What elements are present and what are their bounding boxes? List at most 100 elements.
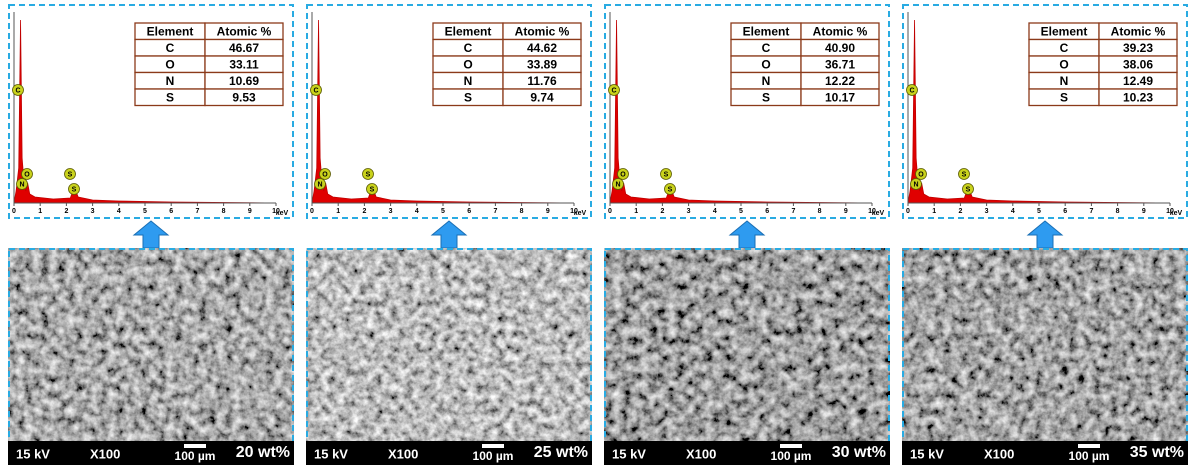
arrow — [134, 221, 168, 248]
peak-label: S — [966, 186, 971, 193]
peak-label: S — [366, 171, 371, 178]
table-value: S — [762, 90, 770, 104]
table-value: 40.90 — [825, 41, 855, 55]
axis-unit: keV — [872, 210, 885, 217]
x-tick-label: 9 — [248, 208, 252, 215]
peak-label: S — [668, 186, 673, 193]
x-tick-label: 0 — [12, 208, 16, 215]
x-tick-label: 3 — [985, 208, 989, 215]
table-value: 33.89 — [527, 57, 557, 71]
table-value: 10.23 — [1123, 90, 1153, 104]
x-tick-label: 4 — [1011, 208, 1015, 215]
table-value: N — [464, 74, 473, 88]
x-tick-label: 7 — [791, 208, 795, 215]
peak-label: S — [664, 171, 669, 178]
table-value: 10.69 — [229, 74, 259, 88]
sem-voltage: 15 kV — [612, 446, 646, 461]
table-value: 9.53 — [232, 90, 256, 104]
table-value: 11.76 — [527, 74, 557, 88]
x-tick-label: 8 — [1116, 208, 1120, 215]
table-value: 12.49 — [1123, 74, 1153, 88]
table-header: Element — [147, 24, 194, 38]
peak-label: O — [322, 171, 328, 178]
table-value: N — [166, 74, 175, 88]
scale-bar — [1078, 444, 1100, 448]
peak-label: S — [68, 171, 73, 178]
x-tick-label: 4 — [117, 208, 121, 215]
x-tick-label: 0 — [310, 208, 314, 215]
x-tick-label: 9 — [844, 208, 848, 215]
sem-magnification: X100 — [388, 446, 418, 461]
table-value: 9.74 — [530, 90, 554, 104]
sem-magnification: X100 — [984, 446, 1014, 461]
x-tick-label: 8 — [222, 208, 226, 215]
x-tick-label: 2 — [64, 208, 68, 215]
x-tick-label: 3 — [687, 208, 691, 215]
x-tick-label: 4 — [713, 208, 717, 215]
x-tick-label: 6 — [169, 208, 173, 215]
peak-label: C — [15, 87, 20, 94]
axis-unit: keV — [574, 210, 587, 217]
sem-scale: 100 µm — [175, 449, 216, 463]
arrow — [432, 221, 466, 248]
table-value: 33.11 — [229, 57, 259, 71]
table-header: Element — [743, 24, 790, 38]
x-tick-label: 3 — [389, 208, 393, 215]
sem-image — [902, 248, 1188, 465]
sem-magnification: X100 — [686, 446, 716, 461]
x-tick-label: 5 — [143, 208, 147, 215]
peak-label: C — [909, 87, 914, 94]
table-header: Atomic % — [217, 24, 272, 38]
peak-label: S — [370, 186, 375, 193]
x-tick-label: 1 — [932, 208, 936, 215]
table-value: S — [464, 90, 472, 104]
x-tick-label: 6 — [467, 208, 471, 215]
axis-unit: keV — [1170, 210, 1183, 217]
table-value: O — [1059, 57, 1068, 71]
table-value: C — [464, 41, 473, 55]
table-value: 10.17 — [825, 90, 855, 104]
table-header: Element — [445, 24, 492, 38]
x-tick-label: 7 — [1089, 208, 1093, 215]
peak-label: N — [615, 181, 620, 188]
panel: 012345678910keVCONSSElementAtomic %C44.6… — [306, 5, 592, 465]
table-header: Atomic % — [515, 24, 570, 38]
scale-bar — [482, 444, 504, 448]
table-header: Atomic % — [813, 24, 868, 38]
table-header: Atomic % — [1111, 24, 1166, 38]
x-tick-label: 7 — [195, 208, 199, 215]
x-tick-label: 2 — [362, 208, 366, 215]
sem-image — [8, 248, 294, 465]
x-tick-label: 5 — [1037, 208, 1041, 215]
peak-label: N — [317, 181, 322, 188]
table-value: 38.06 — [1123, 57, 1153, 71]
arrow — [1028, 221, 1062, 248]
x-tick-label: 0 — [608, 208, 612, 215]
table-value: 39.23 — [1123, 41, 1153, 55]
peak-label: N — [913, 181, 918, 188]
table-value: S — [166, 90, 174, 104]
table-value: C — [762, 41, 771, 55]
table-value: 12.22 — [825, 74, 855, 88]
sem-voltage: 15 kV — [314, 446, 348, 461]
x-tick-label: 1 — [336, 208, 340, 215]
table-value: S — [1060, 90, 1068, 104]
table-value: 46.67 — [229, 41, 259, 55]
sem-magnification: X100 — [90, 446, 120, 461]
peak-label: S — [962, 171, 967, 178]
x-tick-label: 9 — [1142, 208, 1146, 215]
table-value: 36.71 — [825, 57, 855, 71]
table-value: C — [1060, 41, 1069, 55]
sem-voltage: 15 kV — [910, 446, 944, 461]
figure: 012345678910keVCONSSElementAtomic %C46.6… — [0, 0, 1188, 465]
axis-unit: keV — [276, 210, 289, 217]
table-header: Element — [1041, 24, 1088, 38]
sem-scale: 100 µm — [1069, 449, 1110, 463]
peak-label: S — [72, 186, 77, 193]
scale-bar — [184, 444, 206, 448]
table-value: O — [761, 57, 770, 71]
sample-label: 35 wt% — [1130, 444, 1184, 461]
peak-label: C — [611, 87, 616, 94]
